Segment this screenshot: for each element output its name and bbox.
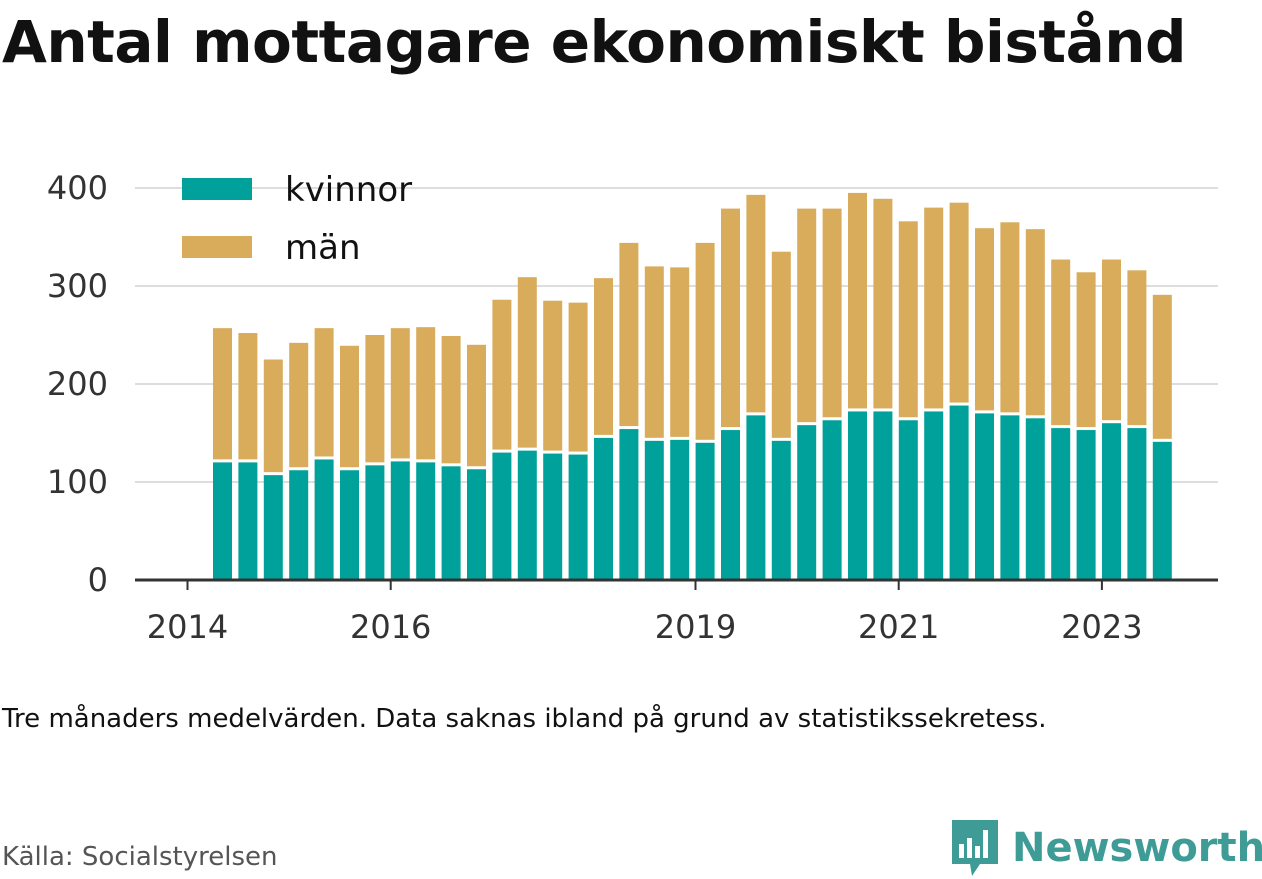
bar-kvinnor: [797, 425, 817, 580]
bar-man: [797, 208, 817, 423]
bar-kvinnor: [492, 452, 512, 580]
chart-note: Tre månaders medelvärden. Data saknas ib…: [2, 704, 1047, 734]
bar-kvinnor: [517, 450, 537, 580]
bar-kvinnor: [721, 430, 740, 580]
bar-man: [365, 335, 385, 463]
y-tick-label: 100: [47, 463, 108, 501]
bar-kvinnor: [1152, 441, 1172, 580]
bar-kvinnor: [873, 411, 893, 580]
bar-kvinnor: [238, 462, 258, 580]
bar-kvinnor: [822, 420, 842, 580]
bar-kvinnor: [644, 440, 664, 580]
bar-man: [492, 299, 512, 450]
bar-kvinnor: [416, 462, 436, 580]
chart-title: Antal mottagare ekonomiskt bistånd: [2, 8, 1187, 76]
bar-kvinnor: [467, 469, 486, 580]
bar-man: [467, 344, 486, 467]
newsworthy-logo-icon: [952, 820, 998, 876]
bar-man: [771, 251, 791, 438]
bar-man: [619, 242, 639, 427]
x-tick-label: 2023: [1061, 608, 1142, 646]
bar-man: [721, 208, 740, 428]
bar-man: [238, 333, 258, 460]
bar-man: [670, 267, 690, 437]
bar-kvinnor: [543, 453, 563, 580]
bar-man: [848, 192, 867, 409]
y-tick-label: 400: [47, 169, 108, 207]
bar-kvinnor: [441, 466, 461, 580]
x-tick-label: 2019: [655, 608, 736, 646]
bar-kvinnor: [213, 462, 232, 580]
bar-man: [594, 278, 613, 435]
bar-kvinnor: [975, 413, 994, 580]
y-tick-label: 300: [47, 267, 108, 305]
bar-man: [644, 266, 664, 438]
bar-man: [746, 194, 766, 413]
bar-man: [340, 345, 359, 468]
brand-logo: Newsworthy: [950, 818, 1262, 878]
bar-man: [1025, 229, 1045, 416]
bar-kvinnor: [1076, 430, 1096, 580]
bar-kvinnor: [670, 439, 690, 580]
bar-man: [390, 328, 410, 459]
bar-kvinnor: [746, 415, 766, 580]
bar-kvinnor: [568, 454, 588, 580]
bar-kvinnor: [390, 461, 410, 580]
bar-man: [975, 228, 994, 411]
x-tick-label: 2021: [858, 608, 939, 646]
bar-kvinnor: [924, 411, 944, 580]
bar-man: [263, 359, 283, 473]
legend-swatch-man: [182, 236, 252, 258]
bar-kvinnor: [289, 470, 309, 580]
bar-kvinnor: [1051, 428, 1071, 580]
bar-man: [314, 328, 334, 457]
bar-man: [568, 302, 588, 452]
bar-kvinnor: [695, 442, 715, 580]
bar-man: [1076, 272, 1096, 428]
bar-kvinnor: [314, 459, 334, 580]
bar-man: [289, 342, 309, 468]
bar-kvinnor: [619, 429, 639, 580]
y-tick-label: 0: [88, 561, 108, 599]
bar-kvinnor: [1127, 428, 1147, 580]
bar-kvinnor: [848, 411, 867, 580]
bar-kvinnor: [1000, 415, 1020, 580]
bar-kvinnor: [771, 440, 791, 580]
bar-kvinnor: [340, 470, 359, 580]
source-text: Källa: Socialstyrelsen: [2, 842, 278, 872]
bar-kvinnor: [949, 405, 969, 580]
bar-man: [924, 207, 944, 409]
bar-man: [441, 335, 461, 464]
bar-man: [695, 242, 715, 440]
bar-man: [1000, 222, 1020, 413]
legend-label-man: män: [285, 228, 361, 268]
bar-man: [213, 328, 232, 460]
bar-kvinnor: [898, 420, 918, 580]
bar-man: [517, 277, 537, 448]
x-tick-label: 2016: [350, 608, 431, 646]
bar-kvinnor: [594, 437, 613, 580]
bar-man: [1102, 259, 1121, 421]
chart: 0 100 200 300 400 2014 2016 2019 2021 2023 kvinnor…: [47, 169, 1218, 646]
bar-man: [873, 198, 893, 409]
bar-kvinnor: [1102, 423, 1121, 580]
x-tick-label: 2014: [147, 608, 228, 646]
brand-name: Newsworthy: [1012, 825, 1262, 871]
bar-man: [898, 221, 918, 418]
legend-swatch-kvinnor: [182, 178, 252, 200]
bar-man: [1051, 259, 1071, 426]
bar-man: [543, 300, 563, 451]
bar-man: [822, 208, 842, 418]
bar-man: [1152, 294, 1172, 439]
bar-kvinnor: [1025, 418, 1045, 580]
bar-kvinnor: [365, 465, 385, 580]
y-tick-label: 200: [47, 365, 108, 403]
bar-man: [416, 327, 436, 460]
legend-label-kvinnor: kvinnor: [285, 170, 412, 210]
bar-man: [949, 202, 969, 403]
bar-man: [1127, 270, 1147, 426]
bar-kvinnor: [263, 475, 283, 580]
